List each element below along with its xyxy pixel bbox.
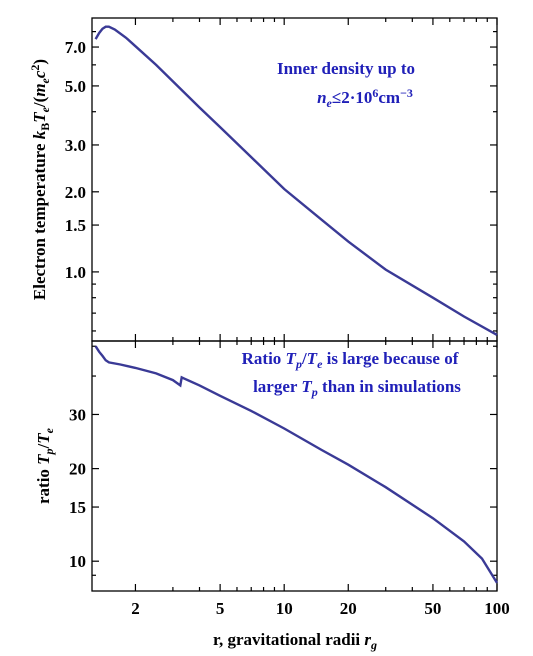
y-tick-label: 1.0 bbox=[65, 263, 86, 282]
y-tick-label: 20 bbox=[69, 460, 86, 479]
series-line bbox=[94, 345, 499, 584]
panel-ratio: 10 15 20 30 ratio Tp/Te Ratio Tp/Te is large … bbox=[34, 340, 510, 652]
panel-temperature: 1.0 1.5 2.0 3.0 5.0 7.0 Electron temperature k… bbox=[28, 17, 498, 342]
x-tick-label: 100 bbox=[484, 599, 510, 618]
y-tick-label: 15 bbox=[69, 498, 86, 517]
annotation-line-1: Ratio Tp/Te is large because of bbox=[242, 349, 459, 371]
x-tick-label: 10 bbox=[276, 599, 293, 618]
y-axis-label: ratio Tp/Te bbox=[34, 427, 56, 504]
y-tick-label: 10 bbox=[69, 552, 86, 571]
y-tick-label: 30 bbox=[69, 405, 86, 424]
x-tick-label: 5 bbox=[216, 599, 225, 618]
annotation-line-1: Inner density up to bbox=[277, 59, 415, 78]
x-tick-label: 20 bbox=[340, 599, 357, 618]
y-tick-label: 3.0 bbox=[65, 136, 86, 155]
y-tick-label: 7.0 bbox=[65, 38, 86, 57]
y-tick-label: 5.0 bbox=[65, 77, 86, 96]
x-tick-label: 50 bbox=[424, 599, 441, 618]
series-line bbox=[94, 25, 498, 336]
annotation-line-2: larger Tp than in simulations bbox=[253, 377, 461, 399]
y-tick-label: 2.0 bbox=[65, 183, 86, 202]
y-tick-label: 1.5 bbox=[65, 216, 86, 235]
y-axis-label: Electron temperature kBTe/(mec2) bbox=[28, 59, 52, 300]
annotation-line-2: ne≤2·106cm−3 bbox=[317, 86, 413, 110]
x-axis-label: r, gravitational radii rg bbox=[213, 630, 377, 652]
x-tick-label: 2 bbox=[131, 599, 140, 618]
plot-frame bbox=[91, 340, 498, 592]
